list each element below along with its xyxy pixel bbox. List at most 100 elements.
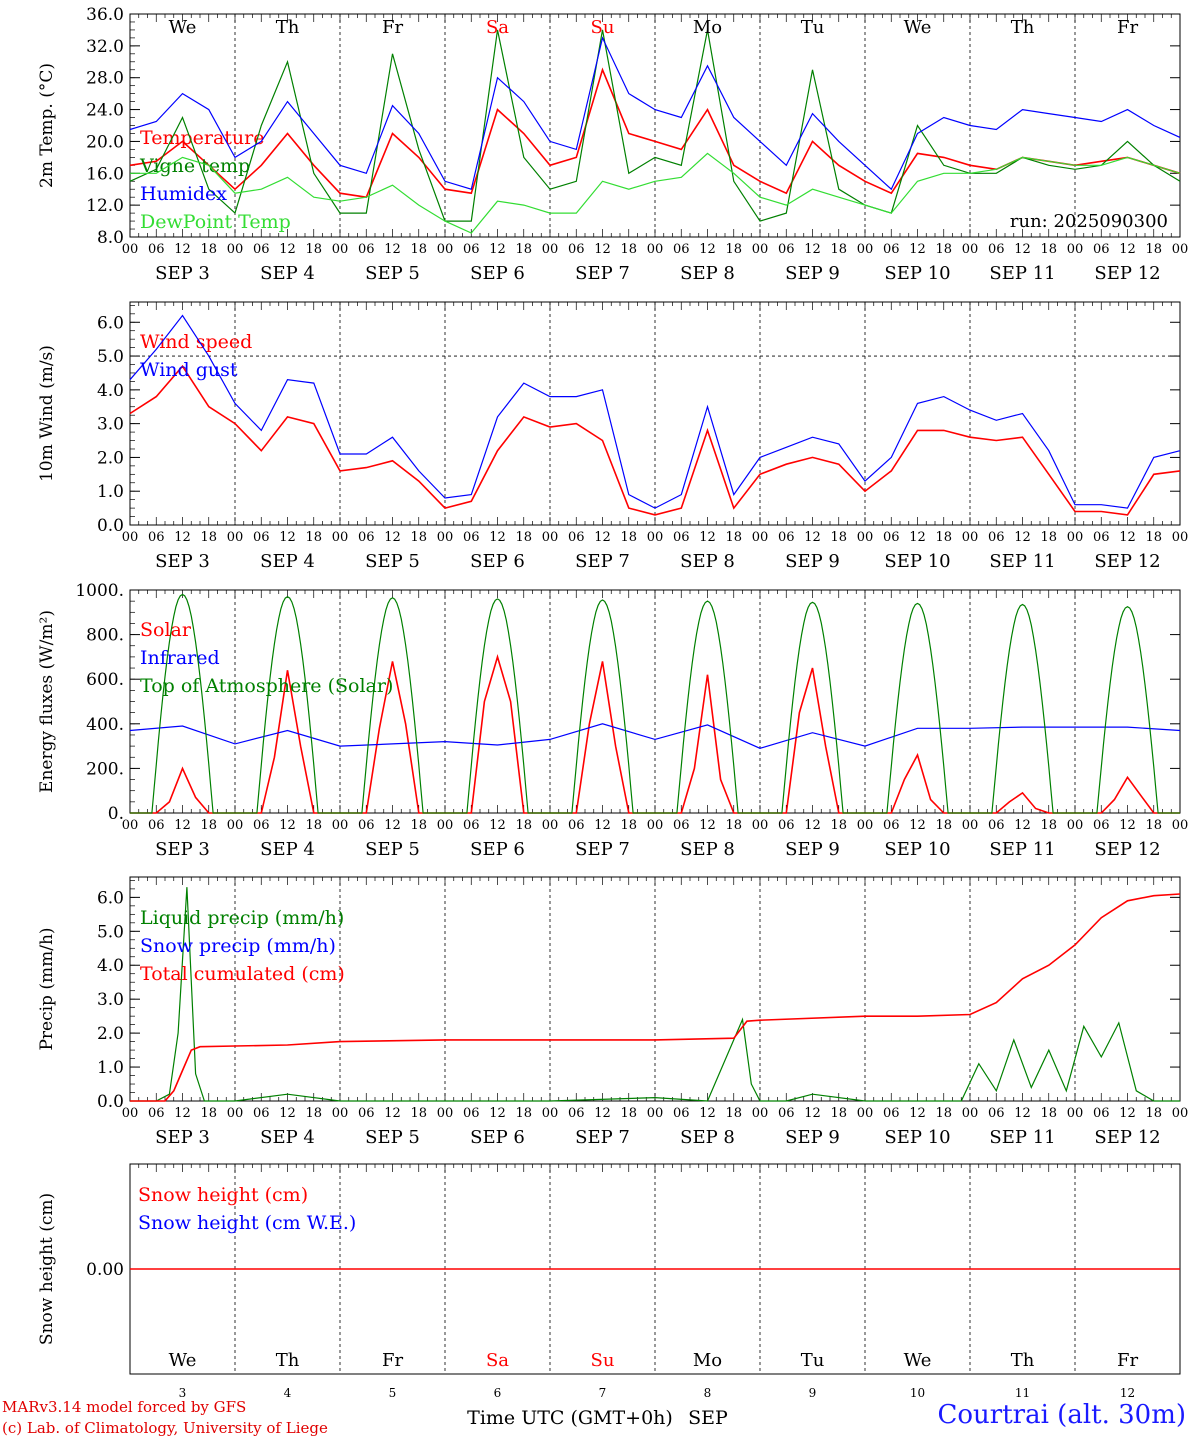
hour-tick-label: 18 <box>935 818 952 833</box>
y-axis-label: Precip (mm/h) <box>37 927 57 1050</box>
hour-tick-label: 18 <box>305 242 322 257</box>
hour-tick-label: 12 <box>1014 530 1031 545</box>
hour-tick-label: 12 <box>384 1106 401 1121</box>
y-tick-label: 28.0 <box>86 69 124 89</box>
hour-tick-label: 18 <box>1040 1106 1057 1121</box>
hour-tick-label: 00 <box>437 1106 454 1121</box>
hour-tick-label: 12 <box>279 818 296 833</box>
hour-tick-label: 18 <box>200 530 217 545</box>
date-label: SEP 6 <box>470 1127 525 1148</box>
hour-tick-label: 00 <box>647 818 664 833</box>
series-line-dewpoint-temp <box>130 152 1181 234</box>
day-number-label: 10 <box>910 1386 925 1400</box>
date-label: SEP 12 <box>1094 263 1160 284</box>
hour-tick-label: 12 <box>279 1106 296 1121</box>
legend-entry: Wind gust <box>140 359 238 381</box>
hour-tick-label: 18 <box>200 818 217 833</box>
hour-tick-label: 06 <box>253 818 270 833</box>
y-tick-label: 5.0 <box>97 347 124 367</box>
day-label: Tu <box>801 17 825 38</box>
month-label: SEP <box>688 1407 728 1429</box>
day-label: We <box>169 1350 197 1371</box>
run-label: run: 2025090300 <box>1010 211 1168 232</box>
hour-tick-label: 00 <box>542 530 559 545</box>
hour-tick-label: 12 <box>174 1106 191 1121</box>
y-tick-label: 32.0 <box>86 37 124 57</box>
date-label: SEP 12 <box>1094 839 1160 860</box>
date-label: SEP 10 <box>884 839 950 860</box>
hour-tick-label: 12 <box>1014 818 1031 833</box>
hour-tick-label: 18 <box>515 818 532 833</box>
hour-tick-label: 18 <box>725 242 742 257</box>
date-label: SEP 4 <box>260 551 315 572</box>
hour-tick-label: 00 <box>227 1106 244 1121</box>
hour-tick-label: 18 <box>305 1106 322 1121</box>
y-tick-label: 200. <box>86 759 124 779</box>
hour-tick-label: 00 <box>1172 242 1189 257</box>
hour-tick-label: 00 <box>332 1106 349 1121</box>
hour-tick-label: 12 <box>804 818 821 833</box>
hour-tick-label: 12 <box>174 530 191 545</box>
date-label: SEP 3 <box>155 263 210 284</box>
y-tick-label: 16.0 <box>86 164 124 184</box>
date-label: SEP 7 <box>575 551 630 572</box>
hour-tick-label: 12 <box>1014 242 1031 257</box>
hour-tick-label: 18 <box>830 1106 847 1121</box>
station-name: Courtrai (alt. 30m) <box>937 1400 1187 1430</box>
legend-entry: Liquid precip (mm/h) <box>140 907 344 929</box>
legend-entry: Temperature <box>140 127 264 149</box>
hour-tick-label: 12 <box>699 530 716 545</box>
hour-tick-label: 00 <box>1172 530 1189 545</box>
hour-tick-label: 06 <box>988 242 1005 257</box>
date-label: SEP 4 <box>260 263 315 284</box>
hour-tick-label: 00 <box>122 818 139 833</box>
day-number-label: 6 <box>494 1386 502 1400</box>
hour-tick-label: 00 <box>332 530 349 545</box>
hour-tick-label: 00 <box>962 242 979 257</box>
y-tick-label: 1.0 <box>97 1058 124 1078</box>
hour-tick-label: 06 <box>883 242 900 257</box>
legend-entry: Humidex <box>140 183 227 205</box>
hour-tick-label: 06 <box>358 242 375 257</box>
hour-tick-label: 00 <box>752 530 769 545</box>
hour-tick-label: 06 <box>883 1106 900 1121</box>
hour-tick-label: 06 <box>673 530 690 545</box>
hour-tick-label: 18 <box>830 530 847 545</box>
hour-tick-label: 18 <box>725 1106 742 1121</box>
y-tick-label: 0.00 <box>86 1260 124 1280</box>
hour-tick-label: 06 <box>778 530 795 545</box>
legend-entry: Wind speed <box>140 331 252 353</box>
legend-entry: Top of Atmosphere (Solar) <box>140 675 393 697</box>
hour-tick-label: 12 <box>594 530 611 545</box>
date-label: SEP 8 <box>680 263 735 284</box>
y-axis-label: 2m Temp. (°C) <box>37 63 57 188</box>
date-label: SEP 7 <box>575 263 630 284</box>
y-axis-label: 10m Wind (m/s) <box>37 345 57 482</box>
legend-entry: Total cumulated (cm) <box>140 963 345 985</box>
series-line-liquid-precip-mm-h- <box>130 887 1180 1102</box>
date-label: SEP 11 <box>989 839 1055 860</box>
hour-tick-label: 06 <box>148 1106 165 1121</box>
hour-tick-label: 12 <box>174 818 191 833</box>
date-label: SEP 10 <box>884 263 950 284</box>
hour-tick-label: 00 <box>437 818 454 833</box>
hour-tick-label: 18 <box>935 530 952 545</box>
panel-frame-3 <box>129 589 1181 814</box>
date-label: SEP 6 <box>470 263 525 284</box>
y-tick-label: 8.0 <box>97 228 124 248</box>
hour-tick-label: 06 <box>883 530 900 545</box>
hour-tick-label: 06 <box>463 1106 480 1121</box>
hour-tick-label: 06 <box>1093 1106 1110 1121</box>
hour-tick-label: 18 <box>515 530 532 545</box>
hour-tick-label: 12 <box>594 1106 611 1121</box>
model-credit: MARv3.14 model forced by GFS <box>2 1398 247 1416</box>
day-label: Fr <box>1117 1350 1138 1371</box>
hour-tick-label: 18 <box>620 530 637 545</box>
hour-tick-label: 00 <box>857 818 874 833</box>
hour-tick-label: 12 <box>909 1106 926 1121</box>
hour-tick-label: 06 <box>1093 530 1110 545</box>
date-label: SEP 11 <box>989 1127 1055 1148</box>
hour-tick-label: 06 <box>1093 242 1110 257</box>
hour-tick-label: 00 <box>962 530 979 545</box>
